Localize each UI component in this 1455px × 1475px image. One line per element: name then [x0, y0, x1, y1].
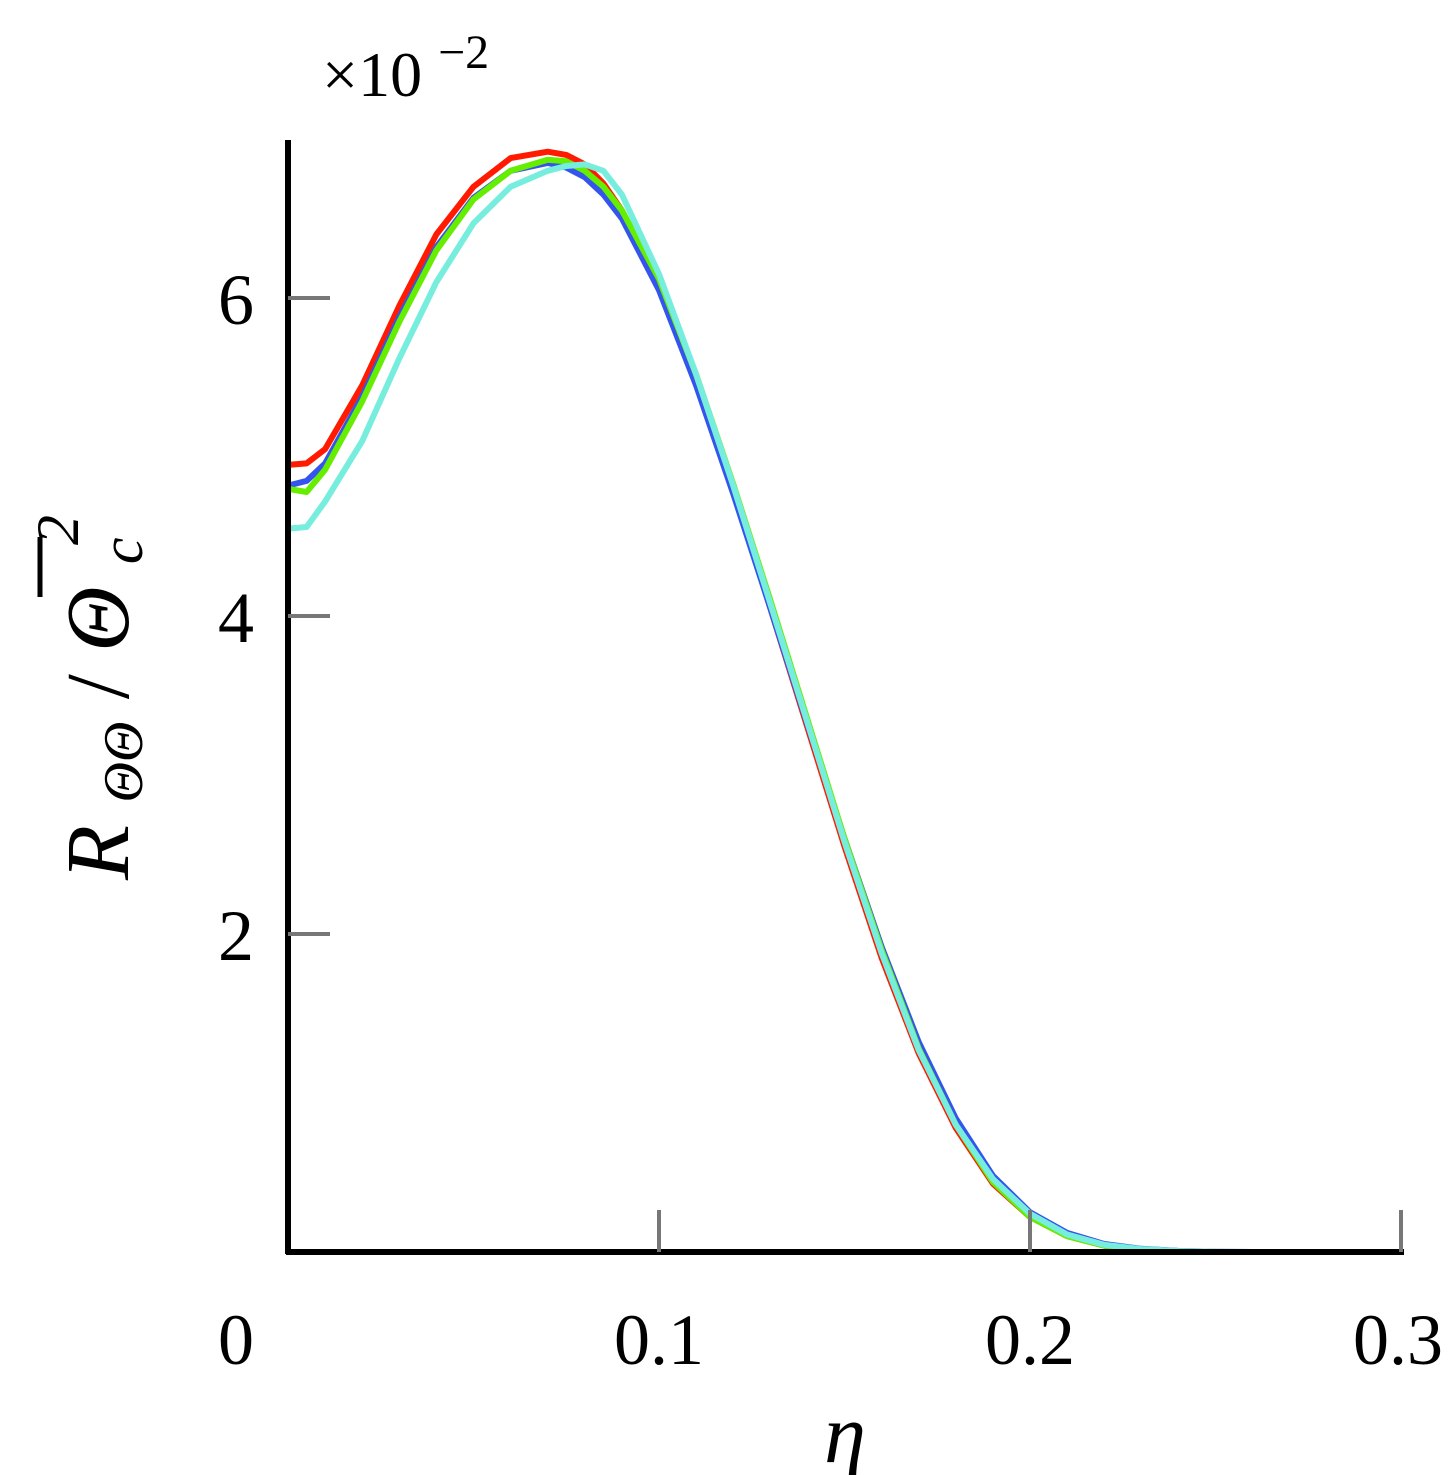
svg-text:R ΘΘ / Θ: R ΘΘ / Θ c 2: [25, 515, 162, 881]
y-label-denominator-sup: 2: [25, 515, 91, 545]
y-tick-label-2: 6: [218, 260, 254, 340]
y-axis-label: R ΘΘ / Θ c 2: [25, 515, 162, 881]
ticks-layer: 0 0.1 0.2 0.3 2 4 6: [218, 260, 1443, 1380]
y-label-slash: /: [49, 674, 148, 699]
x-tick-label-3: 0.3: [1353, 1300, 1443, 1380]
series-line-2: [285, 159, 1404, 1255]
y-label-sub: ΘΘ: [93, 722, 155, 803]
y-tick-label-0: 2: [218, 896, 254, 976]
x-axis-label: η: [824, 1388, 866, 1475]
y-label-main: R: [49, 825, 148, 881]
y-multiplier-base: ×10: [322, 39, 422, 110]
series-line-3: [285, 156, 1404, 1255]
x-tick-label-1: 0.1: [614, 1300, 704, 1380]
series-line-1: [285, 148, 1404, 1255]
y-label-denominator-sub: c: [89, 537, 155, 564]
y-multiplier-exponent: −2: [438, 26, 489, 79]
x-tick-label-2: 0.2: [985, 1300, 1075, 1380]
x-tick-label-0: 0: [218, 1300, 254, 1380]
series-line-4: [285, 161, 1404, 1255]
y-label-denominator: Θ: [49, 587, 148, 652]
series-layer: [285, 148, 1404, 1255]
axes-layer: [285, 140, 1404, 1255]
y-tick-label-1: 4: [218, 578, 254, 658]
y-multiplier-label: ×10 −2: [322, 26, 489, 110]
